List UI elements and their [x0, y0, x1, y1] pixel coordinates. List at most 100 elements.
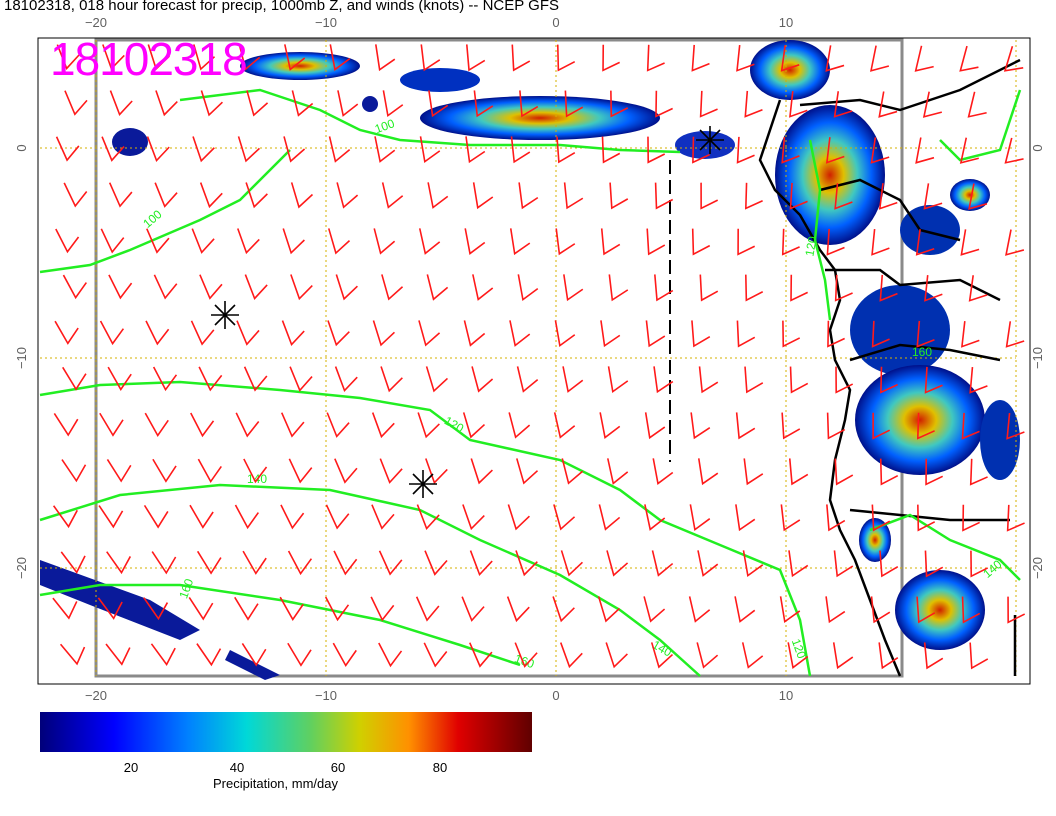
- wind-barb: [464, 228, 486, 255]
- wind-barb: [597, 596, 621, 623]
- wind-barb: [916, 412, 935, 440]
- wind-barb: [789, 366, 809, 394]
- wind-barb: [324, 596, 350, 622]
- wind-barb: [961, 321, 980, 348]
- wind-barb: [825, 596, 846, 624]
- wind-barb: [55, 136, 80, 162]
- wind-barb: [743, 458, 764, 486]
- contour-label: 120: [789, 637, 809, 661]
- station-markers: [211, 126, 724, 498]
- wind-barb: [608, 274, 629, 302]
- wind-barb: [1004, 137, 1024, 164]
- wind-barb: [329, 44, 351, 71]
- wind-barb: [102, 44, 125, 71]
- wind-barb: [281, 320, 305, 347]
- wind-barb: [64, 90, 88, 116]
- wind-barb: [378, 550, 403, 576]
- wind-barb: [428, 90, 449, 118]
- wind-barb: [834, 458, 854, 486]
- wind-barb: [108, 274, 133, 300]
- wind-barb: [370, 596, 395, 622]
- wind-barb: [107, 366, 132, 391]
- wind-barb: [781, 412, 801, 440]
- wind-barb: [924, 366, 943, 394]
- colorbar-tick: 80: [432, 760, 448, 775]
- wind-barb: [970, 550, 989, 578]
- wind-barb: [825, 45, 845, 72]
- wind-barb: [647, 136, 666, 164]
- contour-label: 160: [513, 651, 537, 671]
- wind-barb: [284, 44, 306, 71]
- wind-barb: [245, 182, 268, 209]
- wind-barb: [652, 458, 674, 485]
- marker-star: [211, 301, 239, 329]
- wind-barb: [735, 504, 756, 532]
- wind-barb: [507, 504, 530, 531]
- wind-barb: [374, 136, 396, 163]
- wind-barb: [325, 504, 350, 530]
- wind-barb: [327, 228, 351, 255]
- wind-barb: [373, 228, 396, 255]
- wind-barb: [287, 642, 312, 667]
- wind-barb: [646, 228, 666, 256]
- wind-barb: [879, 458, 899, 486]
- wind-barb: [789, 182, 808, 210]
- wind-barb: [289, 366, 313, 392]
- wind-barb: [878, 91, 898, 118]
- wind-barb: [969, 458, 988, 486]
- wind-barb: [380, 366, 403, 393]
- wind-barb: [1005, 229, 1025, 256]
- wind-barb: [473, 90, 494, 118]
- wind-barb: [654, 274, 674, 302]
- wind-barb: [415, 596, 440, 622]
- wind-barb: [326, 412, 350, 438]
- contour-label: 100: [373, 116, 397, 136]
- lat-tick-label-left: −20: [14, 557, 29, 579]
- wind-barb: [834, 274, 853, 302]
- wind-barb: [517, 274, 539, 301]
- wind-barb: [193, 44, 216, 71]
- wind-barb: [470, 458, 493, 485]
- wind-barb: [832, 642, 854, 670]
- wind-barb: [425, 458, 448, 485]
- lon-tick-label-bottom: 10: [779, 688, 793, 703]
- wind-barb: [237, 136, 261, 163]
- colorbar-title: Precipitation, mm/day: [213, 776, 338, 791]
- wind-barb: [968, 275, 988, 302]
- wind-barb: [599, 412, 621, 439]
- wind-barb: [690, 412, 711, 440]
- wind-barb: [691, 228, 711, 256]
- wind-barb: [959, 137, 979, 164]
- wind-barb: [781, 228, 800, 256]
- wind-barb: [379, 458, 403, 484]
- colorbar-tick: 60: [330, 760, 346, 775]
- wind-barb: [97, 597, 123, 620]
- wind-barb: [737, 228, 756, 256]
- marker-star: [696, 126, 724, 154]
- wind-barb: [605, 642, 628, 669]
- wind-barb: [654, 182, 674, 210]
- wind-barb: [924, 275, 943, 302]
- wind-barb: [188, 597, 214, 621]
- wind-barb: [61, 459, 87, 483]
- wind-barb: [916, 320, 935, 348]
- wind-barb: [696, 642, 719, 669]
- wind-barb: [516, 458, 539, 485]
- wind-barb: [153, 274, 178, 300]
- wind-barb: [554, 320, 576, 348]
- wind-barb: [700, 182, 719, 210]
- wind-barb: [871, 504, 891, 532]
- lon-tick-label-top: −10: [315, 15, 337, 30]
- height-contours: [39, 88, 1022, 677]
- wind-barb: [109, 90, 133, 116]
- wind-barb: [463, 320, 486, 347]
- wind-barb: [461, 596, 485, 622]
- colorbar-tick: 20: [123, 760, 139, 775]
- wind-barb: [192, 136, 215, 163]
- wind-barb: [54, 320, 79, 345]
- wind-barb: [781, 136, 800, 164]
- wind-barb: [1007, 596, 1026, 624]
- wind-barb: [744, 366, 764, 394]
- wind-barb: [607, 366, 629, 394]
- wind-barb: [969, 366, 988, 394]
